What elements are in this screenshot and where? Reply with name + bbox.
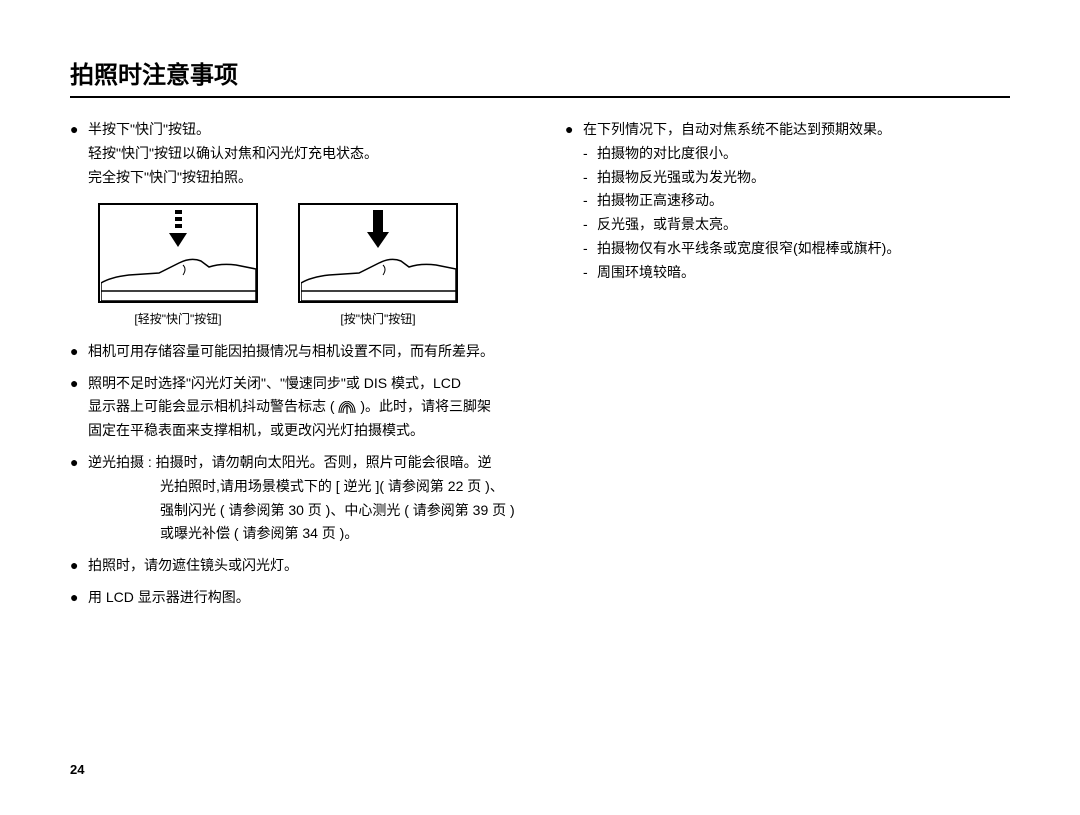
text-span: )。此时，请将三脚架 bbox=[360, 398, 491, 414]
bullet-shutter: ● 半按下"快门"按钮。 轻按"快门"按钮以确认对焦和闪光灯充电状态。 完全按下… bbox=[70, 118, 515, 189]
bullet-backlight: ● 逆光拍摄 : 拍摄时，请勿朝向太阳光。否则，照片可能会很暗。逆 光拍照时,请… bbox=[70, 451, 515, 546]
text-line: 照明不足时选择"闪光灯关闭"、"慢速同步"或 DIS 模式，LCD bbox=[88, 372, 515, 396]
text-line: 拍摄物正高速移动。 bbox=[597, 189, 1010, 213]
text-line: 在下列情况下，自动对焦系统不能达到预期效果。 bbox=[583, 118, 1010, 142]
text-line: 强制闪光 ( 请参阅第 30 页 )、中心测光 ( 请参阅第 39 页 ) bbox=[88, 499, 515, 523]
text-line: 拍摄物的对比度很小。 bbox=[597, 142, 1010, 166]
bullet-content: 相机可用存储容量可能因拍摄情况与相机设置不同，而有所差异。 bbox=[88, 340, 515, 364]
bullet-dot: ● bbox=[565, 118, 583, 285]
text-line: 周围环境较暗。 bbox=[597, 261, 1010, 285]
bullet-dot: ● bbox=[70, 554, 88, 578]
text-line: 反光强，或背景太亮。 bbox=[597, 213, 1010, 237]
bullet-content: 在下列情况下，自动对焦系统不能达到预期效果。 -拍摄物的对比度很小。 -拍摄物反… bbox=[583, 118, 1010, 285]
bullet-dont-cover: ● 拍照时，请勿遮住镜头或闪光灯。 bbox=[70, 554, 515, 578]
text-span: 显示器上可能会显示相机抖动警告标志 ( bbox=[88, 398, 335, 414]
text-line: 逆光拍摄 : 拍摄时，请勿朝向太阳光。否则，照片可能会很暗。逆 bbox=[88, 451, 515, 475]
sub-item: -周围环境较暗。 bbox=[583, 261, 1010, 285]
text-line: 显示器上可能会显示相机抖动警告标志 ( )。此时，请将三脚架 bbox=[88, 395, 515, 419]
bullet-content: 照明不足时选择"闪光灯关闭"、"慢速同步"或 DIS 模式，LCD 显示器上可能… bbox=[88, 372, 515, 443]
bullet-content: 拍照时，请勿遮住镜头或闪光灯。 bbox=[88, 554, 515, 578]
text-line: 或曝光补偿 ( 请参阅第 34 页 )。 bbox=[88, 522, 515, 546]
text-span: 拍摄时，请勿朝向太阳光。否则，照片可能会很暗。逆 bbox=[156, 454, 492, 470]
figure-half-press: [轻按"快门"按钮] bbox=[98, 203, 258, 329]
bullet-content: 逆光拍摄 : 拍摄时，请勿朝向太阳光。否则，照片可能会很暗。逆 光拍照时,请用场… bbox=[88, 451, 515, 546]
bullet-autofocus: ● 在下列情况下，自动对焦系统不能达到预期效果。 -拍摄物的对比度很小。 -拍摄… bbox=[565, 118, 1010, 285]
page-number: 24 bbox=[70, 762, 84, 777]
text-line: 拍摄物反光强或为发光物。 bbox=[597, 166, 1010, 190]
bullet-dot: ● bbox=[70, 586, 88, 610]
sub-item: -反光强，或背景太亮。 bbox=[583, 213, 1010, 237]
sub-item: -拍摄物反光强或为发光物。 bbox=[583, 166, 1010, 190]
text-line: 光拍照时,请用场景模式下的 [ 逆光 ]( 请参阅第 22 页 )、 bbox=[88, 475, 515, 499]
hand-icon bbox=[101, 239, 256, 301]
text-line: 轻按"快门"按钮以确认对焦和闪光灯充电状态。 bbox=[88, 142, 515, 166]
bullet-lcd-compose: ● 用 LCD 显示器进行构图。 bbox=[70, 586, 515, 610]
hand-icon bbox=[301, 239, 456, 301]
bullet-dot: ● bbox=[70, 340, 88, 364]
figure-image bbox=[298, 203, 458, 303]
sub-item: -拍摄物的对比度很小。 bbox=[583, 142, 1010, 166]
figure-row: [轻按"快门"按钮] [按"快门"按钮] bbox=[98, 203, 515, 329]
figure-image bbox=[98, 203, 258, 303]
sub-list: -拍摄物的对比度很小。 -拍摄物反光强或为发光物。 -拍摄物正高速移动。 -反光… bbox=[583, 142, 1010, 285]
hang-label: 逆光拍摄 : bbox=[88, 454, 152, 470]
bullet-dot: ● bbox=[70, 118, 88, 189]
figure-caption: [按"快门"按钮] bbox=[340, 309, 415, 329]
bullet-dot: ● bbox=[70, 372, 88, 443]
sub-item: -拍摄物仅有水平线条或宽度很窄(如棍棒或旗杆)。 bbox=[583, 237, 1010, 261]
figure-full-press: [按"快门"按钮] bbox=[298, 203, 458, 329]
bullet-content: 用 LCD 显示器进行构图。 bbox=[88, 586, 515, 610]
text-line: 固定在平稳表面来支撑相机，或更改闪光灯拍摄模式。 bbox=[88, 419, 515, 443]
content-columns: ● 半按下"快门"按钮。 轻按"快门"按钮以确认对焦和闪光灯充电状态。 完全按下… bbox=[70, 118, 1010, 618]
bullet-dot: ● bbox=[70, 451, 88, 546]
sub-item: -拍摄物正高速移动。 bbox=[583, 189, 1010, 213]
page-title: 拍照时注意事项 bbox=[70, 55, 1010, 98]
text-line: 半按下"快门"按钮。 bbox=[88, 118, 515, 142]
left-column: ● 半按下"快门"按钮。 轻按"快门"按钮以确认对焦和闪光灯充电状态。 完全按下… bbox=[70, 118, 515, 618]
bullet-storage: ● 相机可用存储容量可能因拍摄情况与相机设置不同，而有所差异。 bbox=[70, 340, 515, 364]
figure-caption: [轻按"快门"按钮] bbox=[134, 309, 221, 329]
bullet-lowlight: ● 照明不足时选择"闪光灯关闭"、"慢速同步"或 DIS 模式，LCD 显示器上… bbox=[70, 372, 515, 443]
text-line: 拍摄物仅有水平线条或宽度很窄(如棍棒或旗杆)。 bbox=[597, 237, 1010, 261]
bullet-content: 半按下"快门"按钮。 轻按"快门"按钮以确认对焦和闪光灯充电状态。 完全按下"快… bbox=[88, 118, 515, 189]
camera-shake-icon bbox=[338, 401, 356, 415]
right-column: ● 在下列情况下，自动对焦系统不能达到预期效果。 -拍摄物的对比度很小。 -拍摄… bbox=[565, 118, 1010, 618]
text-line: 完全按下"快门"按钮拍照。 bbox=[88, 166, 515, 190]
